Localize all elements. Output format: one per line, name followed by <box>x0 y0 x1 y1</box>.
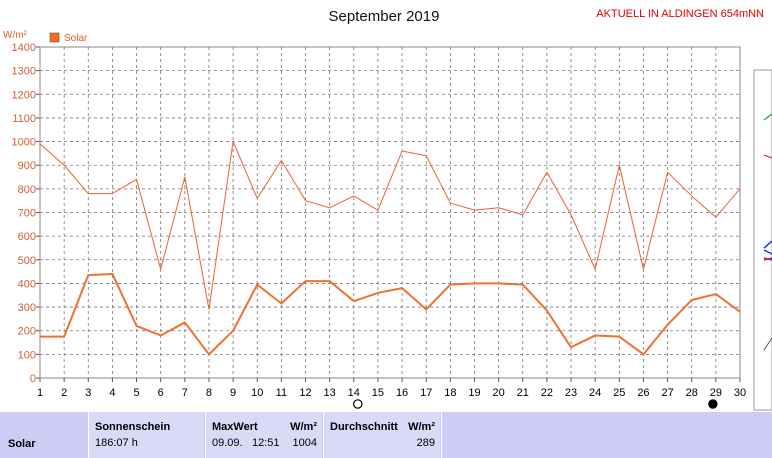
full-moon-icon <box>352 399 363 409</box>
y-axis-unit: W/m² <box>3 30 28 41</box>
stats-row-label: Solar <box>8 438 36 450</box>
new-moon-icon <box>708 399 718 409</box>
x-tick-label: 13 <box>324 387 336 399</box>
average-value: 289 <box>416 437 435 449</box>
plot-frame <box>39 46 741 379</box>
x-tick-label: 12 <box>299 387 311 399</box>
x-tick-label: 22 <box>541 387 553 399</box>
chart-title: September 2019 <box>329 8 440 25</box>
y-tick-label: 200 <box>18 326 36 338</box>
x-tick-label: 6 <box>158 387 164 399</box>
x-tick-label: 15 <box>372 387 384 399</box>
x-tick-label: 27 <box>661 387 673 399</box>
x-tick-label: 26 <box>637 387 649 399</box>
max-time: 12:51 <box>252 437 280 449</box>
average-cell: Durchschnitt W/m² 289 <box>323 412 440 458</box>
empty-cell <box>441 412 772 458</box>
y-tick-label: 600 <box>18 231 36 243</box>
max-header: MaxWert <box>212 421 258 433</box>
side-panel-green-line <box>763 113 772 121</box>
y-tick-label: 400 <box>18 278 36 290</box>
solar-chart: September 2019 AKTUELL IN ALDINGEN 654mN… <box>3 8 772 411</box>
side-panel-red-line <box>763 154 772 159</box>
x-tick-label: 5 <box>133 387 139 399</box>
y-tick-label: 500 <box>18 255 36 267</box>
y-tick-label: 900 <box>18 160 36 172</box>
side-panel-gray-line <box>763 337 772 351</box>
x-tick-label: 2 <box>61 387 67 399</box>
x-tick-label: 24 <box>589 387 601 399</box>
legend-swatch-solar <box>49 32 60 43</box>
side-panel <box>753 69 772 411</box>
x-tick-label: 3 <box>85 387 91 399</box>
average-header: Durchschnitt <box>330 421 398 433</box>
x-tick-label: 23 <box>565 387 577 399</box>
x-tick-label: 11 <box>276 387 287 399</box>
x-tick-label: 30 <box>734 387 746 399</box>
x-tick-label: 10 <box>251 387 263 399</box>
x-tick-label: 28 <box>686 387 698 399</box>
x-tick-label: 7 <box>182 387 188 399</box>
x-tick-label: 18 <box>444 387 456 399</box>
y-tick-label: 300 <box>18 302 36 314</box>
y-tick-label: 1000 <box>12 137 36 149</box>
max-unit: W/m² <box>290 421 317 433</box>
x-tick-label: 29 <box>710 387 722 399</box>
side-panel-red-line-2 <box>763 257 772 261</box>
series-line-max <box>39 141 741 310</box>
x-tick-label: 17 <box>420 387 432 399</box>
max-value: 1004 <box>292 437 317 449</box>
y-tick-label: 1100 <box>12 113 36 125</box>
x-tick-label: 1 <box>37 387 43 399</box>
x-tick-label: 9 <box>230 387 236 399</box>
series-line-average <box>40 272 741 356</box>
y-tick-label: 1200 <box>12 89 36 101</box>
x-tick-label: 16 <box>396 387 408 399</box>
y-tick-label: 700 <box>18 208 36 220</box>
x-tick-label: 14 <box>348 387 360 399</box>
max-cell: MaxWert W/m² 09.09. 12:51 1004 <box>205 412 322 458</box>
stats-panel: Solar Sonnenschein 186:07 h MaxWert W/m²… <box>0 412 772 458</box>
sunshine-value: 186:07 h <box>95 437 138 449</box>
x-tick-label: 8 <box>206 387 212 399</box>
y-tick-label: 1400 <box>12 42 36 54</box>
y-tick-label: 800 <box>18 184 36 196</box>
x-tick-label: 21 <box>517 387 529 399</box>
average-unit: W/m² <box>408 421 435 433</box>
station-label: AKTUELL IN ALDINGEN 654mNN <box>596 8 764 20</box>
sunshine-header: Sonnenschein <box>95 421 171 433</box>
y-tick-label: 100 <box>18 349 36 361</box>
x-tick-label: 20 <box>492 387 504 399</box>
x-tick-label: 4 <box>109 387 115 399</box>
x-tick-label: 19 <box>468 387 480 399</box>
y-tick-label: 0 <box>30 373 36 385</box>
legend-label-solar: Solar <box>64 33 88 44</box>
x-tick-label: 25 <box>613 387 625 399</box>
y-tick-label: 1300 <box>12 66 36 78</box>
sunshine-cell: Sonnenschein 186:07 h <box>88 412 204 458</box>
max-date: 09.09. <box>212 437 243 449</box>
